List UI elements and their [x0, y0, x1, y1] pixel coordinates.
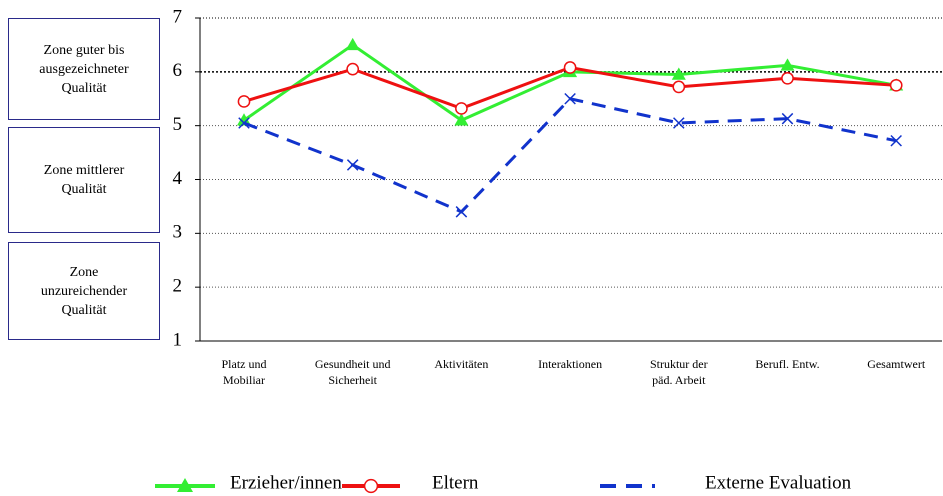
marker	[672, 80, 686, 94]
y-tick-label: 6	[173, 60, 183, 81]
legend-label: Erzieher/innen	[230, 472, 342, 493]
marker	[673, 117, 685, 129]
marker	[346, 159, 359, 171]
y-tick-label: 4	[173, 168, 183, 189]
x-tick-label: Struktur der päd. Arbeit	[649, 357, 708, 387]
y-tick-label: 3	[173, 222, 183, 243]
y-tick-label: 5	[173, 114, 183, 135]
zone-box: Zone guter bis ausgezeichneter Qualität	[8, 18, 160, 120]
x-tick-label: Aktivitäten	[434, 357, 489, 371]
marker	[238, 117, 250, 129]
x-tick-label: Berufl. Entw.	[755, 357, 820, 371]
marker	[237, 113, 251, 126]
y-tick-label: 7	[173, 6, 183, 27]
marker	[363, 478, 379, 494]
marker	[455, 102, 468, 115]
series-line	[243, 97, 897, 214]
y-tick-label: 1	[173, 329, 183, 350]
marker	[346, 62, 360, 76]
zone-box: Zone mittlerer Qualität	[8, 127, 160, 233]
marker	[781, 71, 794, 85]
x-tick-label: Interaktionen	[538, 357, 603, 371]
marker	[564, 92, 576, 105]
legend-label: Externe Evaluation	[705, 472, 852, 493]
zone-box: Zone unzureichender Qualität	[8, 242, 160, 340]
marker	[889, 78, 903, 92]
series-line	[243, 43, 897, 122]
y-tick-label: 2	[173, 276, 183, 297]
marker	[671, 67, 686, 80]
marker	[781, 112, 794, 125]
marker	[455, 206, 468, 218]
marker	[345, 37, 360, 51]
marker	[237, 95, 251, 108]
legend-label: Eltern	[432, 472, 479, 493]
marker	[780, 58, 795, 71]
x-tick-label: Gesundheit und Sicherheit	[314, 357, 391, 387]
marker	[563, 61, 577, 74]
marker	[890, 134, 902, 147]
x-tick-label: Gesamtwert	[867, 357, 926, 371]
marker	[177, 478, 193, 492]
x-tick-label: Platz und Mobiliar	[221, 357, 267, 387]
marker	[454, 113, 469, 126]
